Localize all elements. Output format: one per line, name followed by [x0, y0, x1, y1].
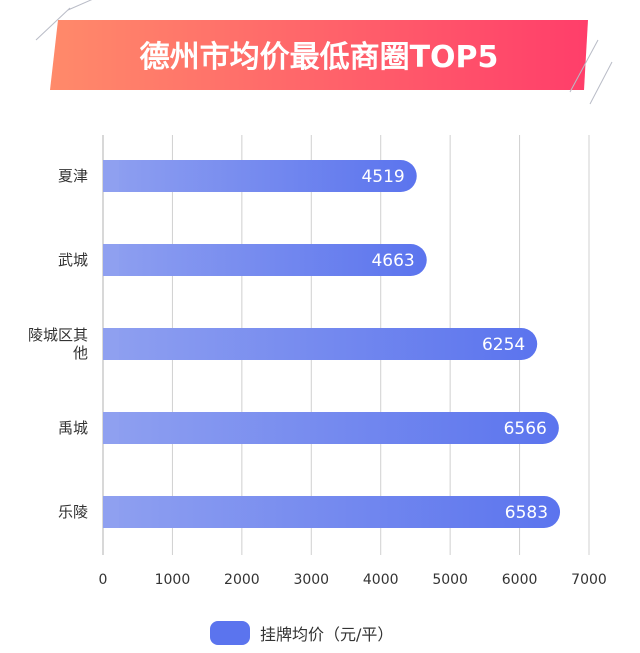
bar [103, 412, 559, 444]
bar-value-label: 4663 [371, 251, 414, 271]
x-tick-label: 2000 [224, 572, 260, 588]
bars: 4519 4663 6254 6566 6583 [103, 160, 561, 528]
bar-value-label: 6254 [482, 335, 525, 355]
category-label: 禹城 [58, 419, 88, 437]
bar-value-label: 4519 [361, 167, 404, 187]
bar-value-label: 6566 [504, 419, 547, 439]
legend-swatch [210, 621, 250, 645]
title-banner: 德州市均价最低商圈TOP5 [35, 0, 613, 105]
bar-value-label: 6583 [505, 503, 548, 523]
bar [103, 160, 417, 192]
category-label: 乐陵 [58, 503, 88, 521]
title-banner-shape [50, 20, 588, 90]
legend: 挂牌均价（元/平） [210, 621, 393, 645]
x-tick-label: 1000 [155, 572, 191, 588]
category-label: 武城 [58, 251, 88, 269]
category-label: 陵城区其 [28, 326, 88, 344]
bar-left-edge [103, 328, 119, 360]
x-tick-label: 0 [99, 572, 108, 588]
x-tick-label: 4000 [363, 572, 399, 588]
bar [103, 328, 538, 360]
bar [103, 244, 427, 276]
bar-left-edge [103, 496, 119, 528]
banner-decor-line [569, 39, 599, 93]
category-label: 夏津 [58, 167, 88, 185]
x-tick-label: 7000 [571, 572, 607, 588]
banner-decor-line [589, 61, 613, 105]
legend-label: 挂牌均价（元/平） [260, 625, 393, 644]
bar-left-edge [103, 412, 119, 444]
chart-title: 德州市均价最低商圈TOP5 [140, 40, 499, 75]
banner-decor-line [35, 7, 71, 41]
category-label: 他 [73, 344, 88, 362]
bar [103, 496, 561, 528]
bar-left-edge [103, 244, 119, 276]
x-tick-label: 5000 [432, 572, 468, 588]
x-tick-label: 3000 [293, 572, 329, 588]
x-tick-label: 6000 [502, 572, 538, 588]
bar-left-edge [103, 160, 119, 192]
banner-decor-line [67, 0, 93, 11]
x-axis-ticks: 0 1000 2000 3000 4000 5000 6000 7000 [99, 572, 607, 588]
